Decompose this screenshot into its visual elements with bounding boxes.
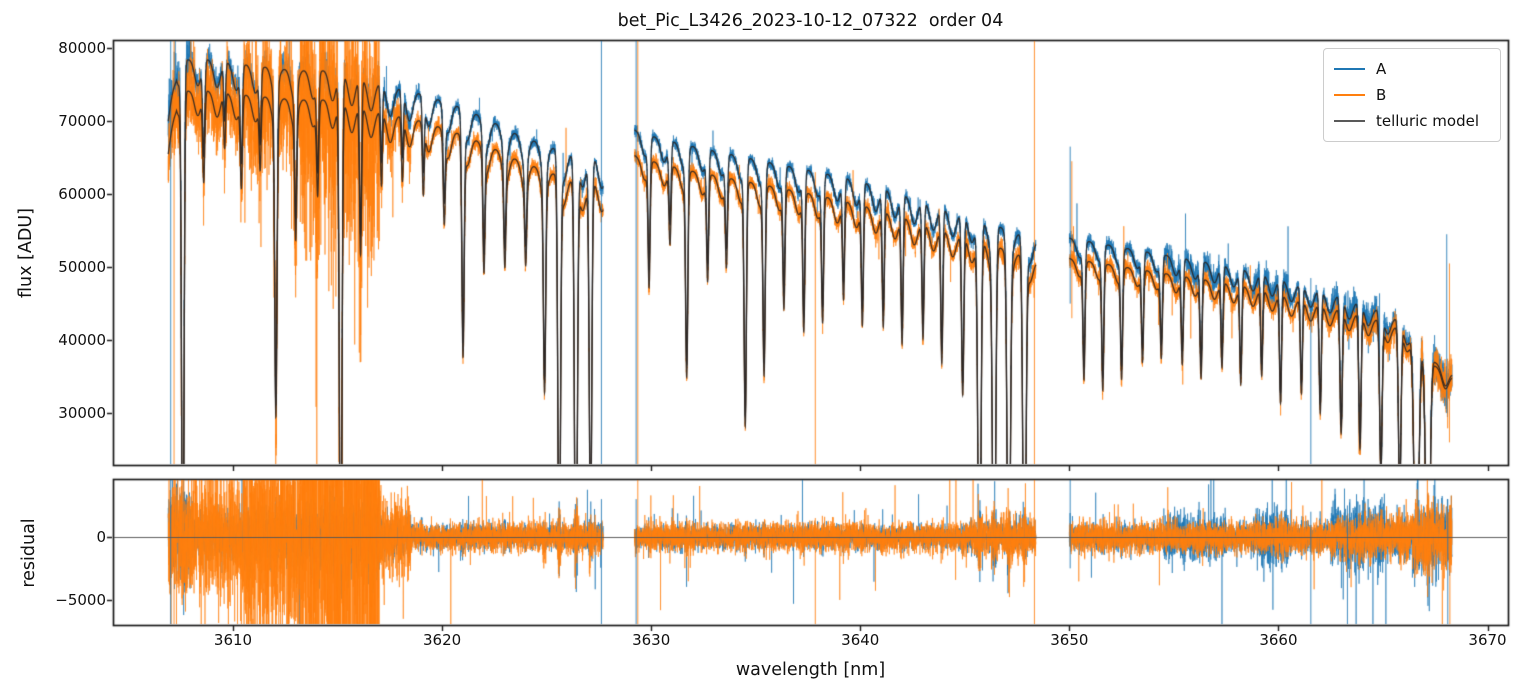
x-tick-label: 3660 xyxy=(1259,631,1298,649)
flux-tick-label: 60000 xyxy=(58,185,106,204)
wavelength-axis-label: wavelength [nm] xyxy=(735,660,886,680)
flux-tick-label: 30000 xyxy=(58,404,106,423)
legend: A B telluric model xyxy=(1323,48,1501,142)
flux-tick-label: 70000 xyxy=(58,112,106,131)
legend-line-b-icon xyxy=(1334,93,1365,97)
x-tick-label: 3650 xyxy=(1050,631,1089,649)
legend-label-b: B xyxy=(1376,85,1387,104)
legend-entry-b: B xyxy=(1334,82,1490,108)
x-tick-label: 3620 xyxy=(423,631,462,649)
x-tick-label: 3670 xyxy=(1468,631,1507,649)
flux-tick-label: 50000 xyxy=(58,258,106,277)
residual-tick-label: −5000 xyxy=(55,590,106,609)
x-tick-label: 3610 xyxy=(213,631,253,649)
x-tick-label: 3630 xyxy=(632,631,671,649)
residual-tick-label: 0 xyxy=(96,527,106,546)
flux-tick-label: 40000 xyxy=(58,331,106,350)
legend-label-a: A xyxy=(1376,59,1387,78)
legend-line-telluric-icon xyxy=(1334,119,1365,123)
plot-title: bet_Pic_L3426_2023-10-12_07322 order 04 xyxy=(617,11,1004,31)
legend-entry-a: A xyxy=(1334,56,1490,82)
legend-line-a-icon xyxy=(1334,67,1365,71)
legend-label-telluric: telluric model xyxy=(1376,111,1480,130)
x-tick-label: 3640 xyxy=(841,631,880,649)
legend-entry-telluric: telluric model xyxy=(1334,108,1490,134)
flux-tick-label: 80000 xyxy=(58,39,106,58)
